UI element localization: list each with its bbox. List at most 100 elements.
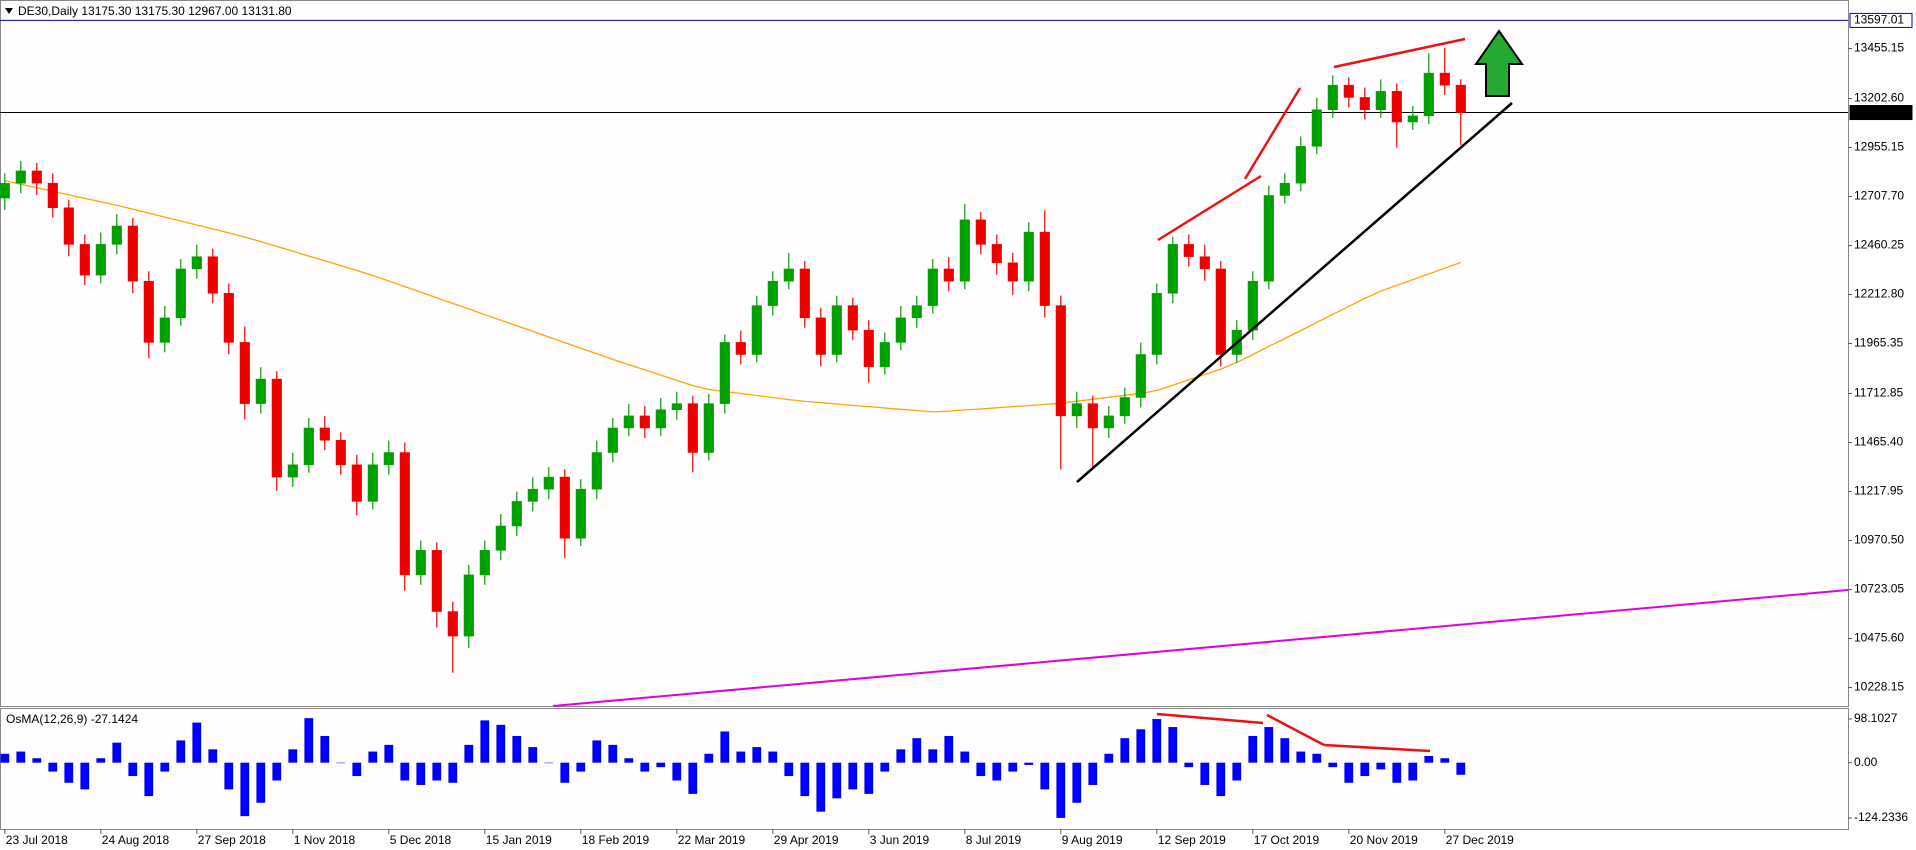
menu-triangle xyxy=(5,8,13,14)
histogram-bar xyxy=(288,749,298,763)
histogram-bar xyxy=(1232,762,1242,781)
candle-body xyxy=(511,501,522,527)
price-panel xyxy=(0,0,1849,707)
candle-body xyxy=(1023,231,1034,282)
histogram-bar xyxy=(1136,729,1146,763)
candle-body xyxy=(943,268,954,282)
histogram-bar xyxy=(272,762,282,781)
candle-body xyxy=(767,280,778,306)
candle-body xyxy=(1391,91,1402,123)
x-tick-label: 3 Jun 2019 xyxy=(870,833,930,847)
histogram-bar xyxy=(368,751,378,763)
candle-body xyxy=(1071,403,1082,417)
candle-body xyxy=(463,574,474,637)
histogram-bar xyxy=(176,740,186,763)
histogram-bar xyxy=(0,753,10,763)
candle-body xyxy=(255,378,266,404)
histogram-bar xyxy=(576,762,586,772)
histogram-bar xyxy=(1152,719,1162,763)
histogram-bar xyxy=(1376,762,1386,770)
candle-body xyxy=(287,464,298,478)
candle-body xyxy=(735,342,746,355)
candle-body xyxy=(79,244,90,276)
candle-body xyxy=(847,305,858,331)
candle-body xyxy=(303,427,314,466)
histogram-bar xyxy=(1456,762,1466,775)
candle-body xyxy=(383,452,394,466)
candle-body xyxy=(1151,293,1162,355)
histogram-bar xyxy=(64,762,74,783)
histogram-bar xyxy=(320,735,330,763)
level-label: 13597.01 xyxy=(1854,13,1904,27)
histogram-bar xyxy=(1360,762,1370,777)
histogram-bar xyxy=(1344,762,1354,783)
histogram-bar xyxy=(336,762,346,764)
divergence-line xyxy=(1323,743,1431,753)
histogram-bar xyxy=(96,758,106,763)
histogram-bar xyxy=(32,758,42,763)
candle-body xyxy=(783,268,794,282)
candle-body xyxy=(1407,115,1418,123)
candle-body xyxy=(559,476,570,539)
candle-body xyxy=(63,207,74,245)
candle-body xyxy=(1295,146,1306,184)
candle-body xyxy=(239,342,250,404)
candle-body xyxy=(591,452,602,490)
candle-body xyxy=(687,403,698,453)
level-label-box xyxy=(1849,105,1913,121)
candle-body xyxy=(655,409,666,429)
candle-body xyxy=(47,182,58,209)
histogram-bar xyxy=(800,762,810,797)
lines-layer xyxy=(0,19,1848,413)
histogram-bar xyxy=(128,762,138,777)
histogram-bar xyxy=(1424,756,1434,763)
x-tick-label: 27 Dec 2019 xyxy=(1446,833,1514,847)
candle-body xyxy=(927,268,938,306)
x-tick-label: 24 Aug 2018 xyxy=(102,833,170,847)
candle-body xyxy=(703,403,714,453)
candle-body xyxy=(1055,305,1066,417)
candle-body xyxy=(31,170,42,184)
candle-body xyxy=(575,488,586,539)
x-tick-label: 15 Jan 2019 xyxy=(486,833,552,847)
divergence-line xyxy=(1156,712,1264,725)
candle-body xyxy=(1279,182,1290,196)
candle-body xyxy=(0,182,10,199)
histogram-bar xyxy=(1440,758,1450,763)
histogram-bar xyxy=(160,762,170,772)
histogram-bar xyxy=(992,762,1002,781)
candle-body xyxy=(223,293,234,343)
candle-body xyxy=(607,427,618,453)
candle-body xyxy=(447,611,458,637)
histogram-bar xyxy=(1312,753,1322,763)
histogram-bar xyxy=(1296,751,1306,763)
candle-body xyxy=(799,268,810,319)
histogram-bar xyxy=(832,762,842,799)
histogram-bar xyxy=(928,749,938,763)
histogram-bar xyxy=(1168,727,1178,763)
divergence-line xyxy=(1266,713,1325,747)
candle-body xyxy=(367,464,378,502)
histogram-bar xyxy=(16,751,26,763)
y-tick-label: -124.2336 xyxy=(1854,810,1908,824)
histogram-bar xyxy=(496,724,506,763)
candle-body xyxy=(351,464,362,502)
candle-body xyxy=(431,550,442,612)
histogram-bar xyxy=(1200,762,1210,785)
histogram-bar xyxy=(464,744,474,763)
candle-body xyxy=(1375,91,1386,110)
histogram-bar xyxy=(592,740,602,763)
candle-body xyxy=(543,476,554,490)
y-tick-label: 11217.95 xyxy=(1854,484,1903,498)
candle-body xyxy=(1263,195,1274,282)
histogram-bar xyxy=(688,762,698,794)
candle-body xyxy=(207,256,218,294)
candle-body xyxy=(1311,109,1322,147)
candle-body xyxy=(415,550,426,576)
x-tick-label: 18 Feb 2019 xyxy=(582,833,650,847)
candle-body xyxy=(319,427,330,441)
histogram-bar xyxy=(224,762,234,790)
histogram-bar xyxy=(1264,727,1274,763)
candle-body xyxy=(399,452,410,576)
